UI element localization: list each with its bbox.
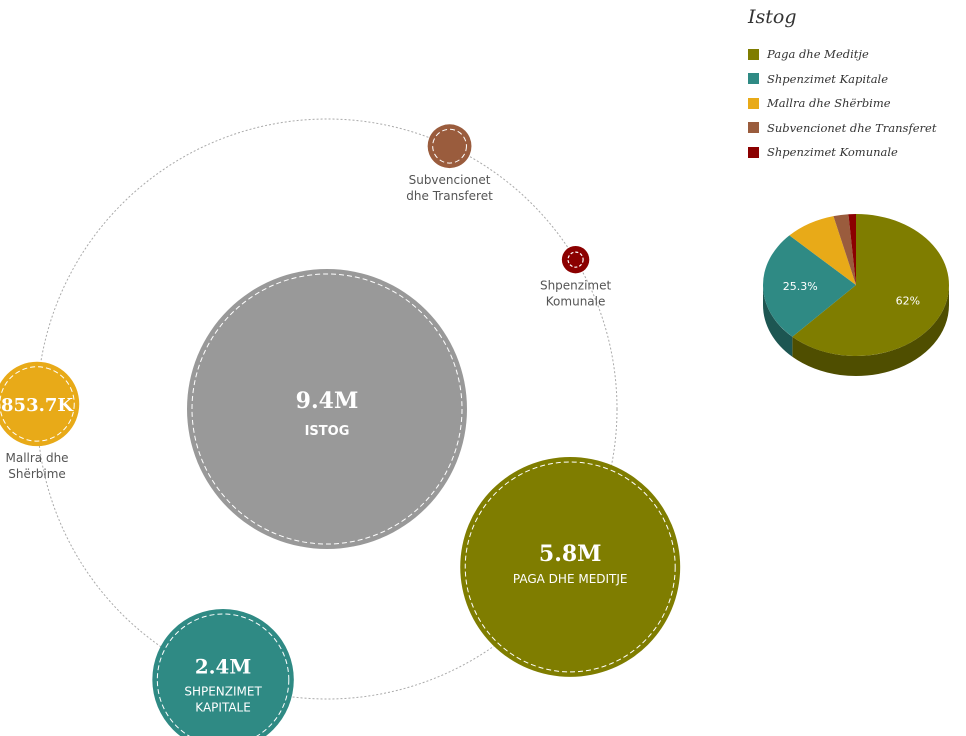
legend-item-mallra-dhe-sherbime[interactable]: Mallra dhe Shërbime (748, 91, 966, 116)
legend-label: Shpenzimet Komunale (767, 145, 898, 160)
bubble-label: Shpenzimet (540, 278, 612, 292)
legend-item-subvencionet-dhe-transferet[interactable]: Subvencionet dhe Transferet (748, 116, 966, 141)
legend-label: Subvencionet dhe Transferet (767, 120, 937, 135)
bubble-label: Subvencionet (409, 173, 491, 187)
pie-side-paga-dhe-meditje (792, 285, 949, 376)
legend-item-shpenzimet-kapitale[interactable]: Shpenzimet Kapitale (748, 67, 966, 92)
bubble-paga-dhe-meditje[interactable]: 5.8M PAGA DHE MEDITJE (460, 456, 681, 677)
legend-swatch (748, 146, 759, 158)
legend-title: Istog (748, 6, 797, 28)
legend-label: Mallra dhe Shërbime (767, 96, 891, 111)
bubble-label: Shërbime (8, 467, 66, 481)
center-value: 9.4M (296, 388, 359, 414)
bubble-shpenzimet-komunale[interactable]: Shpenzimet Komunale (540, 245, 612, 308)
pie-slice-subvencionet-dhe-transferet[interactable] (833, 214, 856, 285)
bubble-value: 2.4M (195, 655, 251, 679)
legend-swatch (748, 73, 759, 85)
bubble-subvencionet-dhe-transferet[interactable]: Subvencionet dhe Transferet (406, 124, 493, 203)
bubble-value: 5.8M (539, 541, 602, 567)
legend-label: Paga dhe Meditje (767, 47, 869, 62)
pie-slice-mallra-dhe-sherbime[interactable] (789, 216, 856, 285)
legend: Istog Paga dhe Meditje Shpenzimet Kapital… (748, 6, 966, 165)
center-label: ISTOG (305, 424, 350, 439)
bubble-label: KAPITALE (195, 701, 251, 715)
pie-slice-label: 25.3% (783, 280, 818, 293)
bubble-label: PAGA DHE MEDITJE (513, 572, 628, 586)
pie-slice-shpenzimet-kapitale[interactable] (763, 235, 856, 337)
legend-label: Shpenzimet Kapitale (767, 71, 889, 86)
bubble-label: Komunale (546, 294, 606, 308)
legend-swatch (748, 122, 759, 134)
bubble-chart: 9.4M ISTOG 5.8M PAGA DHE MEDITJE 2.4M SHPENZI… (0, 118, 681, 736)
bubble-value: 853.7K (1, 395, 74, 416)
pie-slice-label: 62% (896, 295, 920, 308)
pie-slice-paga-dhe-meditje[interactable] (792, 214, 949, 356)
legend-item-paga-dhe-meditje[interactable]: Paga dhe Meditje (748, 42, 966, 67)
orbit-ring (36, 118, 618, 700)
pie-slice-shpenzimet-komunale[interactable] (848, 214, 856, 285)
pie-chart: 62% 25.3% (763, 214, 949, 376)
bubble-label: SHPENZIMET (184, 685, 262, 699)
bubble-label: Mallra dhe (5, 451, 68, 465)
legend-swatch (748, 48, 759, 60)
bubble-shpenzimet-kapitale[interactable]: 2.4M SHPENZIMET KAPITALE (152, 609, 294, 736)
pie-side-shpenzimet-kapitale (763, 285, 793, 357)
center-bubble[interactable]: 9.4M ISTOG (187, 269, 467, 549)
legend-item-shpenzimet-komunale[interactable]: Shpenzimet Komunale (748, 140, 966, 165)
bubble-label: dhe Transferet (406, 189, 493, 203)
legend-swatch (748, 97, 759, 109)
bubble-mallra-dhe-sherbime[interactable]: 853.7K Mallra dhe Shërbime (0, 361, 80, 481)
